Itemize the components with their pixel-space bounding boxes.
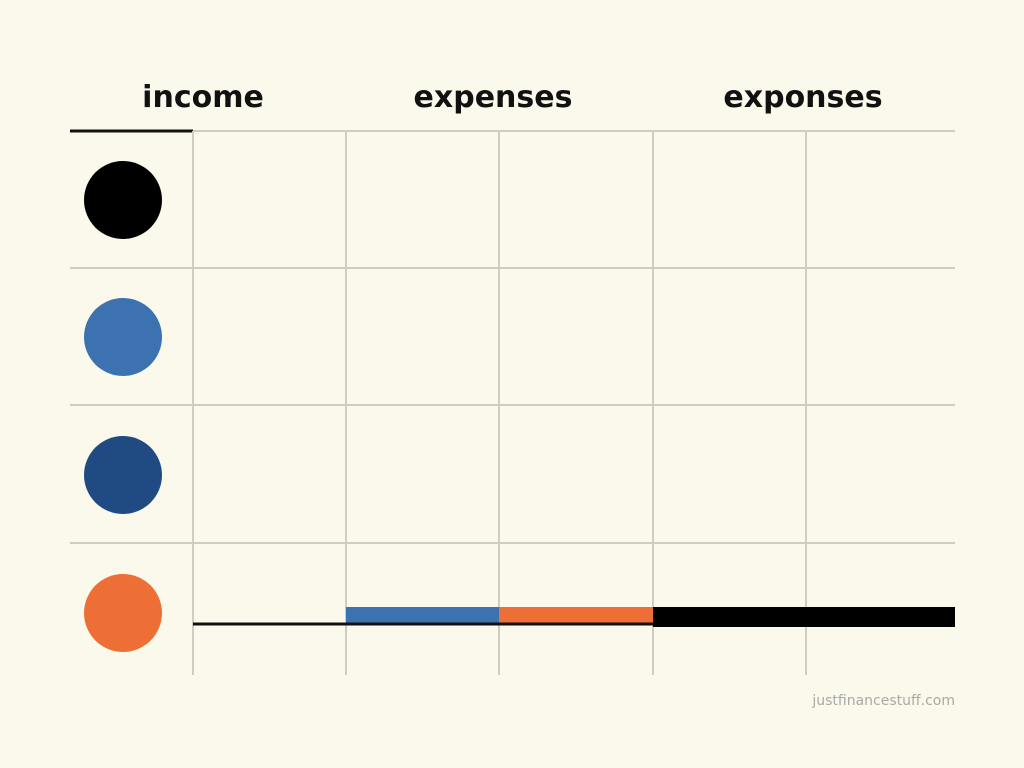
dot [84, 298, 162, 376]
bar-segment [346, 607, 499, 624]
watermark: justfinancestuff.com [811, 693, 955, 709]
grid [70, 130, 955, 675]
column-header: income [142, 80, 264, 115]
dot [84, 161, 162, 239]
column-header: exponses [723, 80, 882, 115]
bar-segment [653, 607, 955, 627]
dot [84, 574, 162, 652]
dot [84, 436, 162, 514]
bar-segment [499, 607, 653, 624]
column-header: expenses [414, 80, 573, 115]
